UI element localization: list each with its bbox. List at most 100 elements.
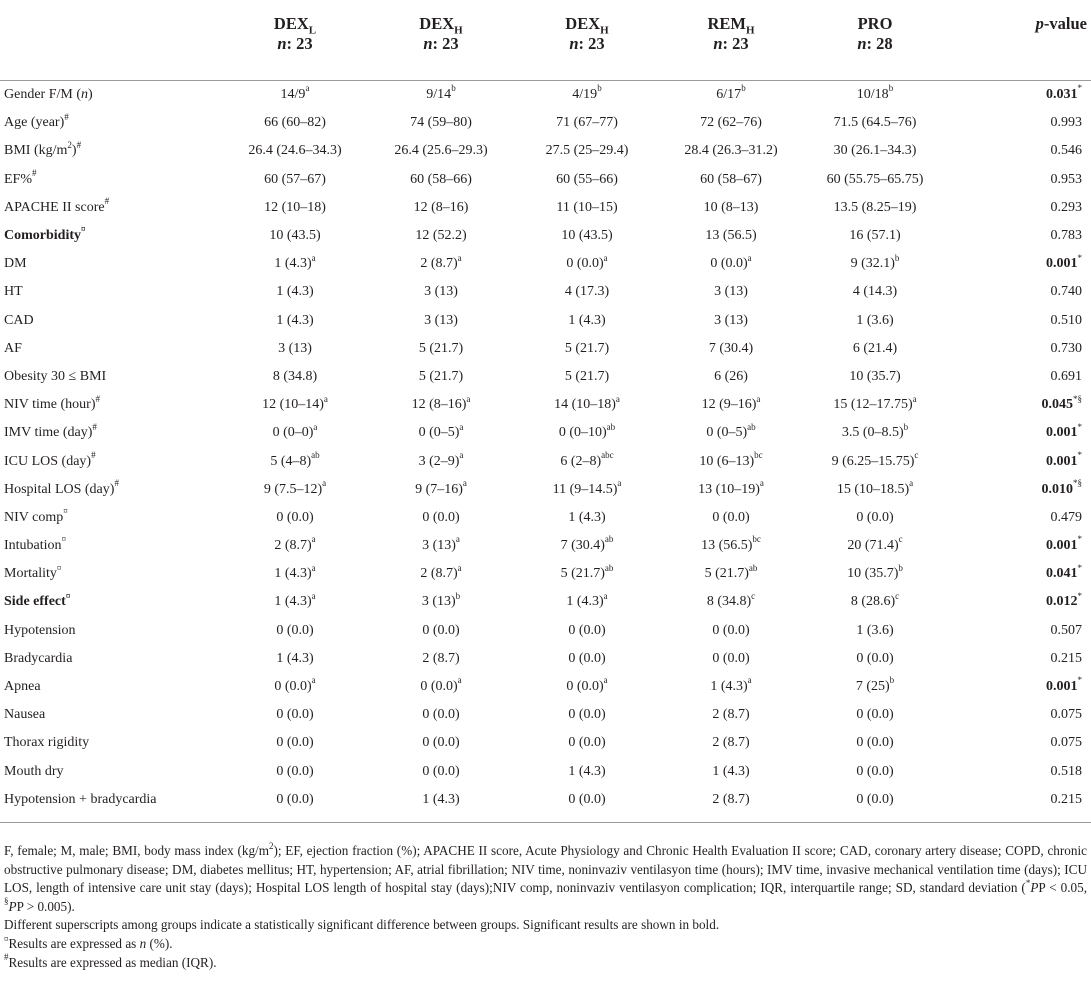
cell-group-letter: b bbox=[889, 675, 895, 686]
cell-value: 13 (56.5) bbox=[701, 538, 753, 554]
data-cell: 4/19b bbox=[514, 81, 660, 110]
p-significance-mark: *§ bbox=[1073, 393, 1082, 404]
data-cell: 12 (10–14)a bbox=[222, 391, 368, 419]
group-subscript: L bbox=[308, 24, 317, 37]
data-cell: 0 (0.0) bbox=[514, 729, 660, 757]
cell-group-letter: a bbox=[457, 675, 462, 686]
table-row: EF%# 60 (57–67) 60 (58–66) 60 (55–66) 60 (58… bbox=[0, 166, 1091, 194]
p-value: 0.730 bbox=[1050, 340, 1083, 356]
group-name: REM bbox=[707, 14, 746, 33]
data-cell: 66 (60–82) bbox=[222, 109, 368, 137]
data-cell: 60 (55–66) bbox=[514, 166, 660, 194]
table-row: Hypotension + bradycardia 0 (0.0) 1 (4.3) 0… bbox=[0, 785, 1091, 823]
table-row: Side effect¤ 1 (4.3)a 3 (13)b 1 (4.3)a 8 (34… bbox=[0, 588, 1091, 616]
data-cell: 5 (21.7)ab bbox=[514, 560, 660, 588]
p-value-cell: 0.740 bbox=[948, 278, 1091, 306]
data-cell: 5 (21.7) bbox=[368, 335, 514, 363]
cell-value: 1 (4.3) bbox=[422, 791, 460, 807]
cell-value: 0 (0.0) bbox=[568, 707, 606, 723]
row-label-marker: ¤ bbox=[81, 224, 86, 235]
table-row: BMI (kg/m2)# 26.4 (24.6–34.3) 26.4 (25.6–2… bbox=[0, 137, 1091, 165]
cell-value: 0 (0.0) bbox=[276, 735, 314, 751]
cell-value: 3 (13) bbox=[714, 312, 748, 328]
data-cell: 7 (30.4)ab bbox=[514, 532, 660, 560]
cell-value: 1 (4.3) bbox=[276, 650, 314, 666]
data-cell: 12 (9–16)a bbox=[660, 391, 802, 419]
row-label-text: CAD bbox=[4, 312, 34, 328]
data-cell: 3 (13) bbox=[660, 278, 802, 306]
data-cell: 9 (7–16)a bbox=[368, 476, 514, 504]
data-cell: 11 (10–15) bbox=[514, 194, 660, 222]
data-cell: 1 (4.3)a bbox=[222, 588, 368, 616]
cell-value: 1 (3.6) bbox=[856, 312, 894, 328]
data-cell: 2 (8.7)a bbox=[222, 532, 368, 560]
data-cell: 1 (4.3) bbox=[222, 645, 368, 673]
cell-value: 1 (3.6) bbox=[856, 622, 894, 638]
data-cell: 5 (4–8)ab bbox=[222, 447, 368, 475]
data-cell: 13.5 (8.25–19) bbox=[802, 194, 948, 222]
data-cell: 0 (0–5)a bbox=[368, 419, 514, 447]
row-label: Age (year)# bbox=[0, 109, 222, 137]
data-cell: 3 (13) bbox=[660, 307, 802, 335]
data-cell: 0 (0.0) bbox=[802, 645, 948, 673]
cell-group-letter: a bbox=[747, 252, 752, 263]
p-value-cell: 0.075 bbox=[948, 701, 1091, 729]
cell-group-letter: a bbox=[756, 393, 761, 404]
group-header: REMH bbox=[660, 0, 802, 36]
cell-group-letter: a bbox=[457, 562, 462, 573]
cell-value: 0 (0–5) bbox=[418, 425, 460, 441]
data-cell: 0 (0.0)a bbox=[368, 673, 514, 701]
data-cell: 0 (0.0) bbox=[514, 645, 660, 673]
data-cell: 10 (35.7) bbox=[802, 363, 948, 391]
p-value: 0.518 bbox=[1050, 763, 1083, 779]
cell-value: 8 (28.6) bbox=[850, 594, 896, 610]
cell-group-letter: a bbox=[603, 675, 608, 686]
group-n-label: n bbox=[277, 34, 287, 53]
cell-group-letter: b bbox=[741, 83, 746, 94]
p-value: 0.001 bbox=[1046, 425, 1078, 441]
data-cell: 4 (14.3) bbox=[802, 278, 948, 306]
cell-value: 2 (8.7) bbox=[712, 735, 750, 751]
cell-group-letter: abc bbox=[601, 449, 614, 460]
data-cell: 2 (8.7) bbox=[660, 785, 802, 823]
cell-value: 1 (4.3) bbox=[712, 763, 750, 779]
results-table: DEXL DEXH DEXH REMH PRO p-value n: 23 n: 23 n: … bbox=[0, 0, 1091, 823]
cell-value: 26.4 (24.6–34.3) bbox=[248, 143, 342, 159]
cell-value: 5 (4–8) bbox=[270, 453, 312, 469]
data-cell: 0 (0.0) bbox=[514, 617, 660, 645]
row-label-text: Apnea bbox=[4, 679, 41, 695]
p-value-cell: 0.215 bbox=[948, 785, 1091, 823]
p-value: 0.507 bbox=[1050, 622, 1083, 638]
cell-group-letter: b bbox=[894, 252, 900, 263]
table-row: HT 1 (4.3) 3 (13) 4 (17.3) 3 (13) 4 (14.3) 0.7… bbox=[0, 278, 1091, 306]
data-cell: 72 (62–76) bbox=[660, 109, 802, 137]
data-cell: 1 (3.6) bbox=[802, 617, 948, 645]
abbreviations-note: F, female; M, male; BMI, body mass index… bbox=[4, 840, 1087, 914]
cell-value: 13.5 (8.25–19) bbox=[833, 199, 917, 215]
data-cell: 4 (17.3) bbox=[514, 278, 660, 306]
cell-value: 4 (14.3) bbox=[852, 284, 898, 300]
data-cell: 12 (52.2) bbox=[368, 222, 514, 250]
data-cell: 13 (56.5) bbox=[660, 222, 802, 250]
cell-value: 9 (32.1) bbox=[850, 256, 895, 272]
data-cell: 0 (0.0) bbox=[514, 701, 660, 729]
cell-group-letter: a bbox=[311, 675, 316, 686]
cell-value: 60 (55–66) bbox=[556, 171, 618, 187]
data-cell: 0 (0.0) bbox=[802, 701, 948, 729]
p-value: 0.012 bbox=[1046, 594, 1078, 610]
row-label: Mouth dry bbox=[0, 758, 222, 786]
row-label-italic: n bbox=[81, 87, 88, 103]
cell-value: 0 (0.0) bbox=[568, 735, 606, 751]
cell-value: 28.4 (26.3–31.2) bbox=[684, 143, 778, 159]
table-row: Intubation¤ 2 (8.7)a 3 (13)a 7 (30.4)ab 13 (… bbox=[0, 532, 1091, 560]
cell-group-letter: a bbox=[912, 393, 917, 404]
group-header: DEXL bbox=[222, 0, 368, 37]
group-n-label: n bbox=[713, 34, 723, 53]
cell-group-letter: a bbox=[603, 590, 608, 601]
cell-value: 3 (13) bbox=[714, 284, 748, 300]
group-n-label: n bbox=[569, 34, 579, 53]
data-cell: 5 (21.7)ab bbox=[660, 560, 802, 588]
row-label: Hospital LOS (day)# bbox=[0, 476, 222, 504]
data-cell: 30 (26.1–34.3) bbox=[802, 137, 948, 165]
p-value-cell: 0.001* bbox=[948, 250, 1091, 278]
